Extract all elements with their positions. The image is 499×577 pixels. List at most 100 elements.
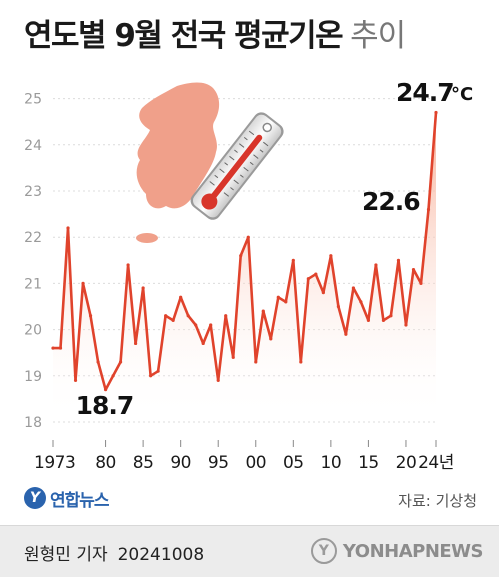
data-point xyxy=(284,300,288,304)
data-point xyxy=(306,277,310,281)
data-point xyxy=(73,378,78,383)
data-point xyxy=(419,281,423,285)
y-tick-label: 24 xyxy=(24,138,42,154)
reporter: 원형민 기자 xyxy=(24,545,108,565)
data-point xyxy=(254,360,258,364)
data-label: 22.6 xyxy=(362,187,420,216)
source-text: 자료: 기상청 xyxy=(398,492,477,510)
data-point xyxy=(111,374,115,378)
jeju-island-icon xyxy=(136,233,158,243)
y-tick-label: 21 xyxy=(24,276,42,292)
data-point xyxy=(58,346,63,350)
unit-label: °C xyxy=(451,84,473,105)
footer-bar: 원형민 기자 20241008 Y YONHAPNEWS xyxy=(0,525,499,577)
data-point xyxy=(299,360,303,364)
data-point xyxy=(336,304,340,309)
data-point xyxy=(194,323,198,327)
data-point xyxy=(201,341,205,346)
agency-logo: Y YONHAPNEWS xyxy=(310,538,484,564)
data-point xyxy=(321,291,325,295)
logo-text: 연합뉴스 xyxy=(50,490,110,511)
yonhap-news-icon: Y xyxy=(310,538,337,564)
data-point xyxy=(156,369,160,373)
credit: 원형민 기자 20241008 xyxy=(24,540,204,565)
y-tick-label: 19 xyxy=(24,369,42,385)
series-line xyxy=(53,112,438,391)
data-point xyxy=(381,318,386,322)
data-point xyxy=(141,286,145,290)
data-point xyxy=(314,272,318,276)
data-point xyxy=(126,263,130,267)
y-tick-label: 20 xyxy=(24,323,42,339)
data-point xyxy=(216,378,220,383)
x-tick-label: 85 xyxy=(133,453,154,473)
data-point xyxy=(261,309,265,313)
data-point xyxy=(411,267,416,272)
data-point xyxy=(351,286,355,290)
data-point xyxy=(66,226,70,230)
data-point xyxy=(426,207,431,212)
data-label: 18.7 xyxy=(76,391,134,420)
y-axis-ticks: 18 19 20 21 22 23 24 25 xyxy=(24,92,42,431)
yonhap-logo-icon: Y xyxy=(24,487,46,509)
data-point xyxy=(231,355,235,359)
y-tick-label: 18 xyxy=(24,415,42,431)
x-tick-label: 90 xyxy=(170,453,191,473)
x-tick-label: 15 xyxy=(358,453,379,473)
x-tick-label: 95 xyxy=(208,453,229,473)
data-point xyxy=(209,323,213,327)
data-point xyxy=(434,110,438,115)
data-point xyxy=(276,295,280,299)
x-tick-label: 10 xyxy=(321,453,342,473)
yonhap-logo: Y 연합뉴스 xyxy=(24,484,110,512)
data-point xyxy=(96,360,100,364)
data-point xyxy=(164,314,168,318)
series-points xyxy=(51,110,438,392)
data-point xyxy=(171,318,175,322)
data-point xyxy=(374,263,378,267)
data-point xyxy=(366,318,371,322)
data-point xyxy=(81,281,85,285)
data-point xyxy=(389,314,393,318)
korea-map-icon xyxy=(136,82,220,209)
data-point xyxy=(186,314,190,318)
x-tick-label: 80 xyxy=(95,453,116,473)
x-tick-label: 24년 xyxy=(418,453,454,473)
area-fill xyxy=(53,112,436,422)
data-point xyxy=(396,258,401,262)
data-point xyxy=(118,360,123,364)
y-tick-label: 22 xyxy=(24,230,42,246)
temperature-chart: 18 19 20 21 22 23 24 25 xyxy=(24,78,474,473)
data-point xyxy=(134,341,138,346)
series-line-path xyxy=(53,112,438,391)
data-point xyxy=(329,254,333,258)
data-point xyxy=(51,346,55,350)
data-point xyxy=(239,254,243,258)
x-tick-label: 20 xyxy=(396,453,417,473)
chart-title: 연도별 9월 전국 평균기온 추이 xyxy=(24,10,406,66)
data-point xyxy=(359,300,363,304)
data-point xyxy=(179,295,183,299)
data-point xyxy=(269,337,273,341)
date: 20241008 xyxy=(117,545,205,565)
y-tick-label: 23 xyxy=(24,184,42,200)
area-fill-path xyxy=(53,112,436,422)
x-tick-label: 00 xyxy=(245,453,266,473)
data-point xyxy=(103,388,108,392)
data-point xyxy=(88,314,93,318)
annotations: 18.7 22.6 24.7°C xyxy=(76,78,474,420)
data-point xyxy=(149,374,153,378)
title-sub: 추이 xyxy=(350,18,406,54)
data-point xyxy=(404,323,408,327)
thermometer-icon xyxy=(190,112,284,220)
data-point xyxy=(246,235,250,239)
data-label: 24.7 xyxy=(396,78,454,107)
data-point xyxy=(344,332,348,336)
agency-text: YONHAPNEWS xyxy=(342,540,484,562)
data-point xyxy=(224,314,228,318)
x-tick-label: 05 xyxy=(283,453,304,473)
x-axis-ticks: 1973 80 85 90 95 00 05 10 15 20 24년 xyxy=(34,453,454,473)
title-main: 연도별 9월 전국 평균기온 xyxy=(24,18,344,54)
x-tick-label: 1973 xyxy=(34,453,75,473)
illustration xyxy=(136,82,284,243)
